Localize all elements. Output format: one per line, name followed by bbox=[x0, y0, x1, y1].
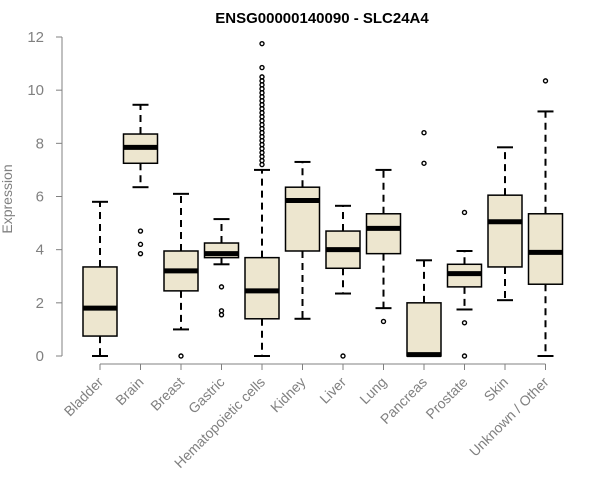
outlier-point bbox=[218, 312, 225, 318]
box-unknown-other bbox=[527, 78, 564, 357]
x-tick-label: Bladder bbox=[61, 374, 107, 420]
outlier-point bbox=[461, 353, 468, 359]
iqr-box bbox=[406, 302, 442, 357]
y-tick-label: 2 bbox=[36, 295, 44, 312]
outlier-point bbox=[137, 228, 144, 234]
outlier-point bbox=[137, 250, 144, 257]
box-lung bbox=[365, 168, 402, 325]
outlier-point bbox=[218, 284, 225, 290]
chart-title: ENSG00000140090 - SLC24A4 bbox=[215, 10, 429, 27]
x-tick-label: Liver bbox=[316, 374, 349, 407]
outlier-point bbox=[259, 40, 265, 47]
x-tick-label: Skin bbox=[481, 374, 512, 405]
outlier-point bbox=[461, 320, 468, 326]
outlier-point bbox=[461, 209, 468, 216]
y-tick-label: 0 bbox=[36, 348, 44, 365]
box-prostate bbox=[446, 209, 483, 359]
outlier-point bbox=[178, 353, 184, 359]
iqr-box bbox=[365, 213, 402, 255]
outlier-point bbox=[137, 241, 144, 248]
iqr-box bbox=[527, 213, 564, 285]
iqr-box bbox=[284, 186, 321, 252]
y-tick-label: 6 bbox=[36, 189, 44, 206]
y-tick-label: 4 bbox=[36, 242, 44, 259]
box-breast bbox=[163, 192, 199, 359]
box-bladder bbox=[82, 200, 118, 357]
box-kidney bbox=[284, 160, 321, 320]
y-axis-label: Expression bbox=[0, 164, 15, 233]
outlier-point bbox=[380, 318, 387, 325]
box-series bbox=[82, 40, 564, 359]
y-tick-label: 10 bbox=[27, 82, 44, 99]
x-tick-label: Prostate bbox=[422, 374, 470, 422]
y-tick-label: 12 bbox=[27, 29, 44, 46]
iqr-box bbox=[82, 266, 118, 337]
box-brain bbox=[122, 103, 159, 257]
box-skin bbox=[487, 146, 523, 302]
box-liver bbox=[325, 204, 361, 359]
outlier-point bbox=[421, 160, 427, 166]
outlier-point bbox=[259, 64, 265, 71]
box-gastric bbox=[203, 218, 240, 318]
x-tick-label: Kidney bbox=[267, 374, 309, 416]
iqr-box bbox=[487, 194, 523, 268]
outlier-point bbox=[340, 353, 346, 359]
y-tick-label: 8 bbox=[36, 135, 44, 152]
y-axis: 0 2 4 6 8 10 12 bbox=[27, 29, 63, 365]
box-pancreas bbox=[406, 129, 442, 358]
x-tick-label: Breast bbox=[147, 374, 187, 414]
box-hematopoietic-cells bbox=[244, 40, 280, 357]
outlier-point bbox=[421, 129, 427, 136]
outlier-point bbox=[259, 74, 265, 80]
outlier-point bbox=[542, 78, 549, 84]
x-tick-label: Brain bbox=[112, 374, 146, 408]
iqr-box bbox=[244, 256, 280, 320]
x-tick-label: Lung bbox=[356, 374, 389, 407]
